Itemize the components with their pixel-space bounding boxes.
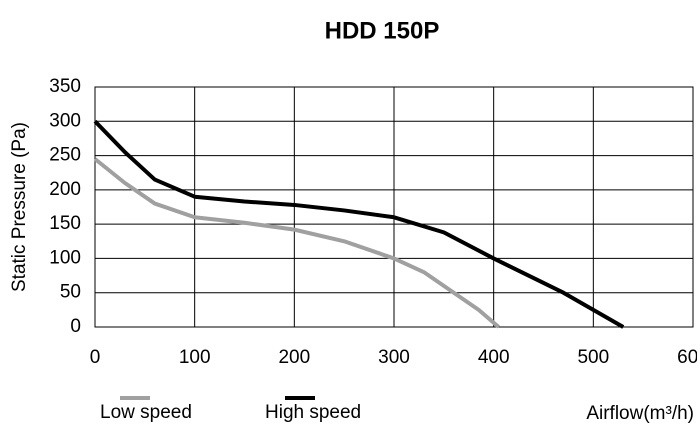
legend-label: Low speed: [100, 402, 192, 423]
series-line: [93, 119, 625, 329]
x-tick-label: 200: [278, 347, 310, 368]
chart-title: HDD 150P: [325, 17, 440, 44]
y-tick-label: 150: [49, 213, 81, 234]
x-tick-label: 600: [677, 347, 697, 368]
x-tick-label: 100: [179, 347, 211, 368]
y-tick-label: 350: [49, 76, 81, 97]
series-line: [93, 157, 500, 329]
x-tick-label: 500: [577, 347, 609, 368]
x-tick-label: 300: [378, 347, 410, 368]
x-tick-label: 400: [478, 347, 510, 368]
x-axis-label: Airflow(m³/h): [586, 403, 694, 424]
legend-label: High speed: [265, 402, 361, 423]
y-tick-label: 50: [60, 282, 81, 303]
y-tick-label: 100: [49, 247, 81, 268]
y-tick-label: 300: [49, 110, 81, 131]
y-tick-label: 0: [70, 316, 81, 337]
x-tick-label: 0: [90, 347, 101, 368]
y-tick-label: 250: [49, 145, 81, 166]
y-axis-label: Static Pressure (Pa): [9, 122, 30, 292]
y-tick-label: 200: [49, 179, 81, 200]
